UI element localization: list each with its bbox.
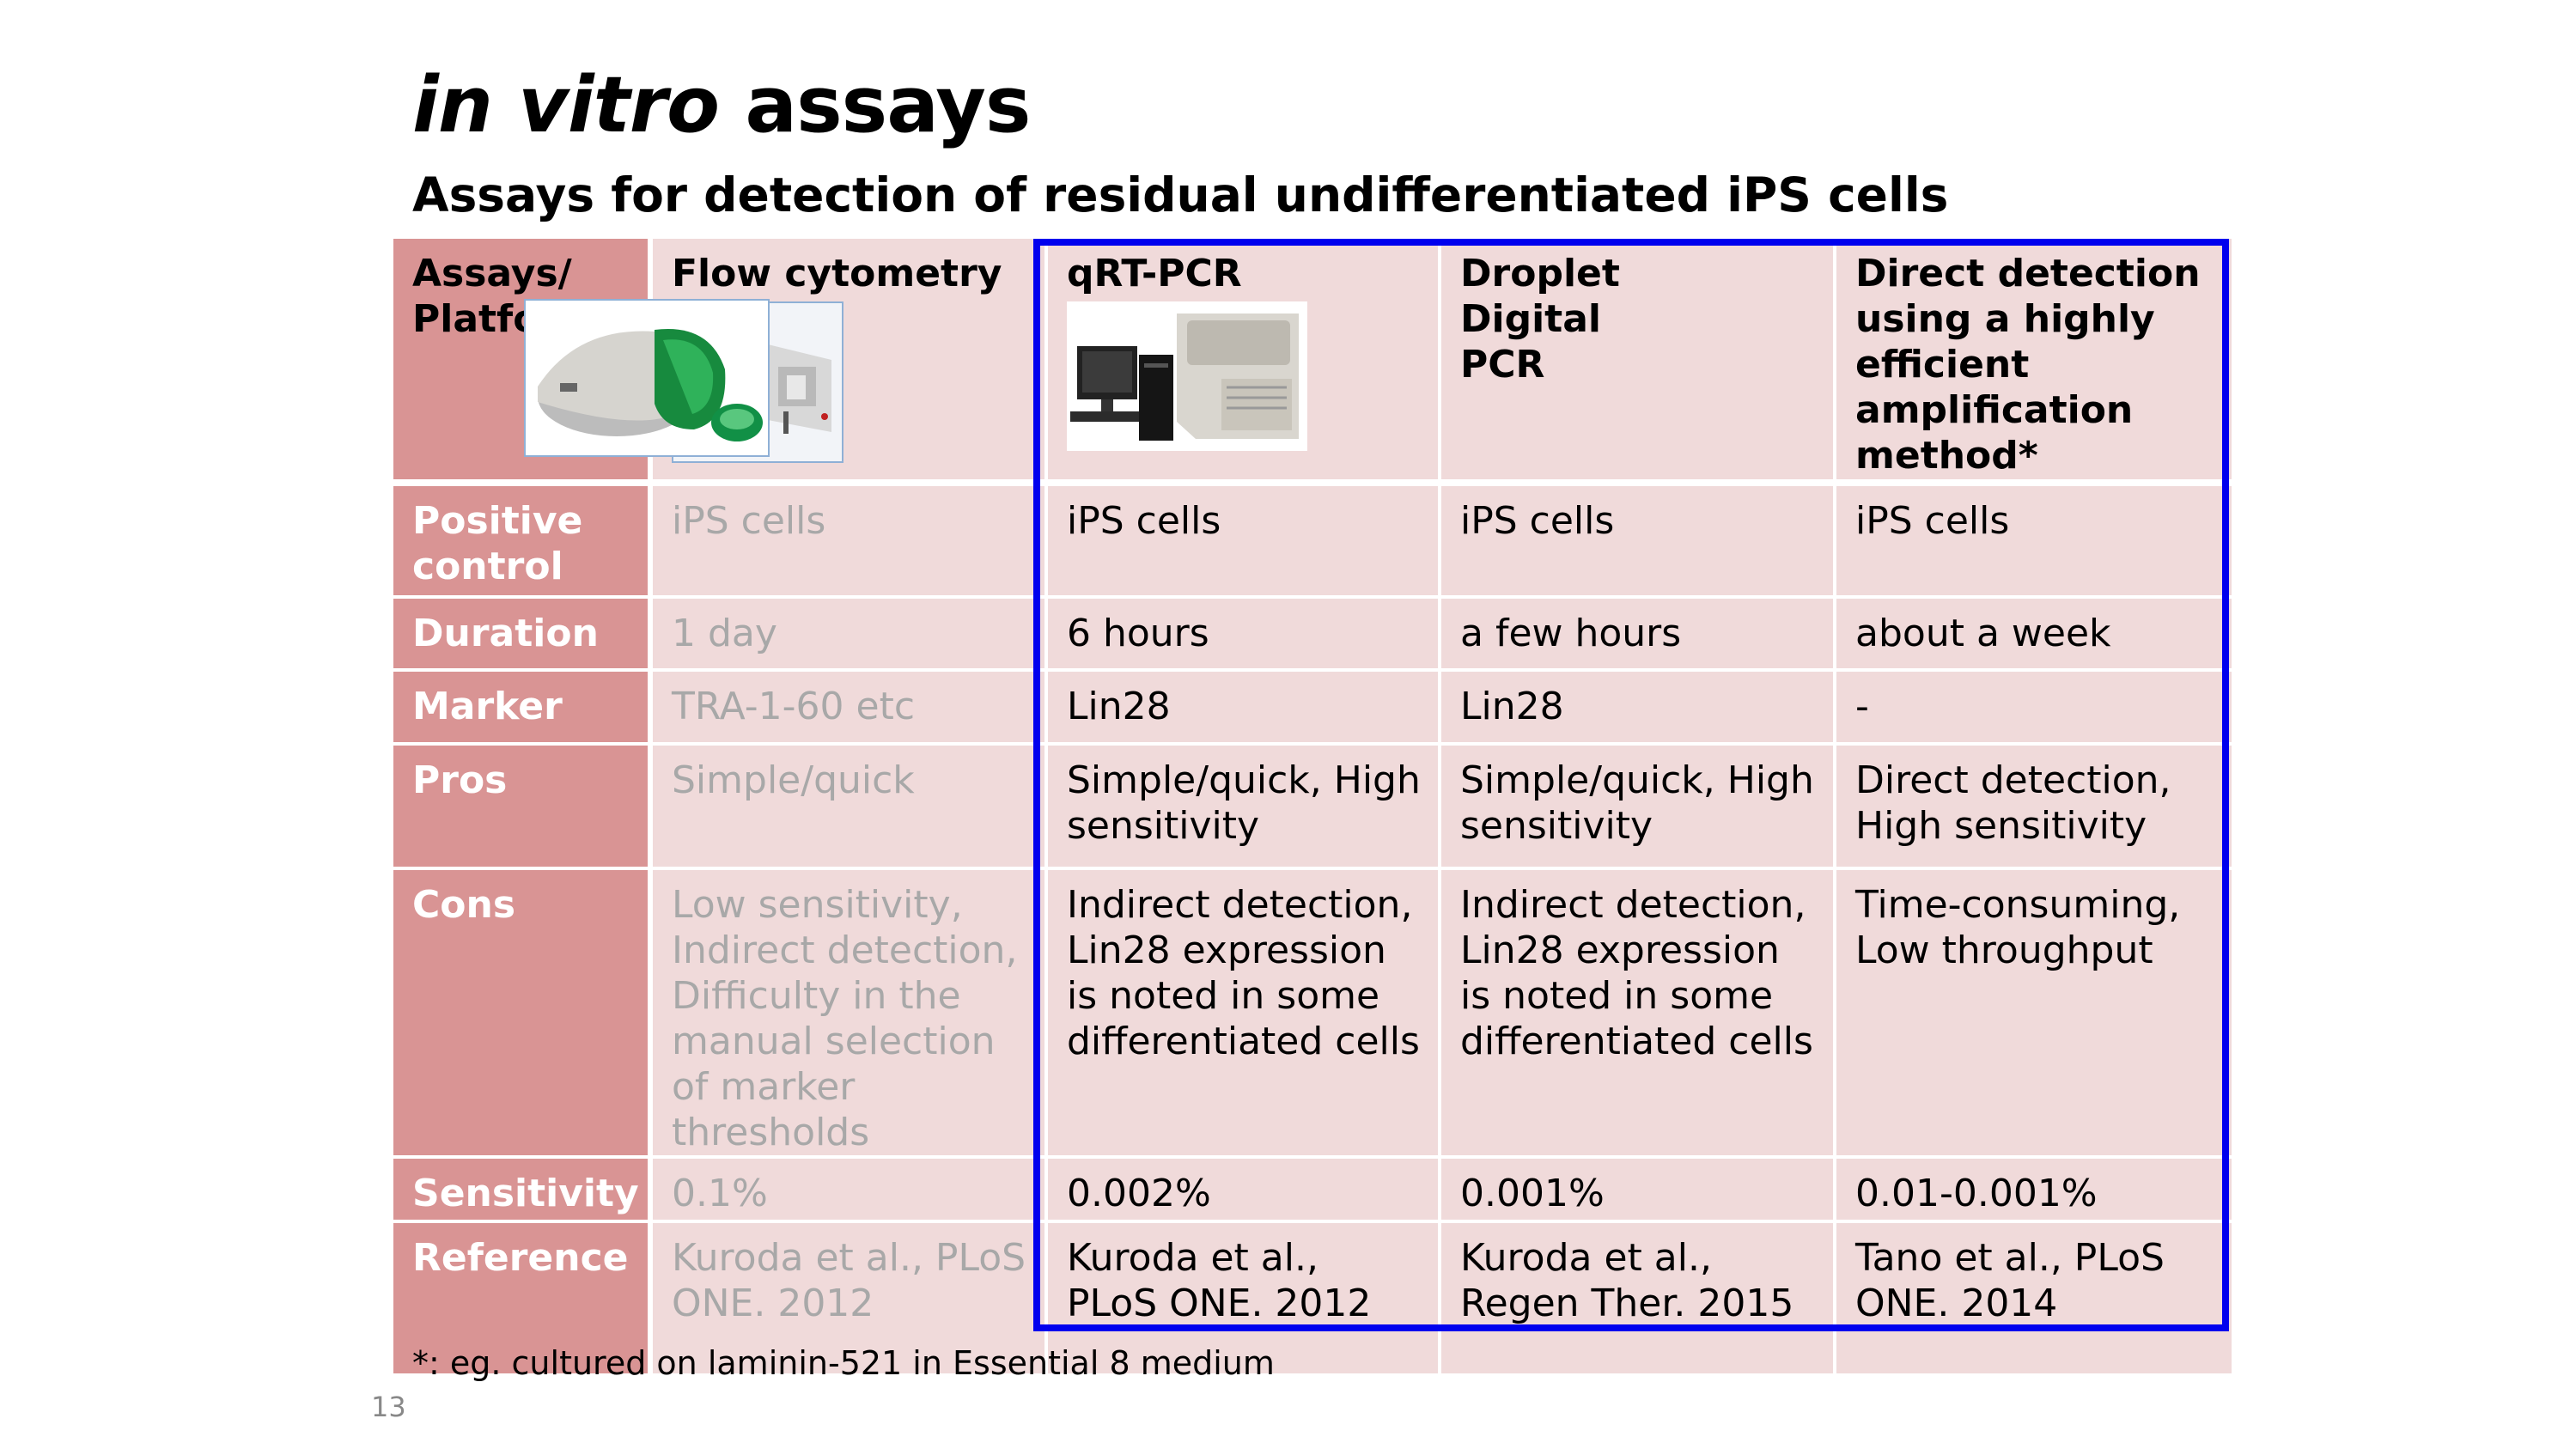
header-droplet-digital-pcr-label: Droplet Digital PCR [1460, 252, 1620, 387]
page-number: 13 [371, 1391, 406, 1423]
table-row-positive-control: Positive control iPS cells iPS cells iPS… [393, 486, 2232, 599]
header-qrt-pcr-label: qRT-PCR [1067, 252, 1242, 295]
cell-qrtpcr-duration: 6 hours [1048, 599, 1441, 672]
cell-qrtpcr-marker: Lin28 [1048, 672, 1441, 746]
cell-ddpcr-marker: Lin28 [1441, 672, 1836, 746]
table-header-row: Assays/ Platform Flow cytometry [393, 239, 2232, 486]
cell-qrtpcr-positive-control: iPS cells [1048, 486, 1441, 599]
cell-ddpcr-sensitivity: 0.001% [1441, 1159, 1836, 1223]
footnote: *: eg. cultured on laminin-521 in Essent… [412, 1344, 1275, 1382]
cell-flow-pros: Simple/quick [653, 746, 1048, 870]
cell-direct-sensitivity: 0.01-0.001% [1836, 1159, 2232, 1223]
cell-flow-reference: Kuroda et al., PLoS ONE. 2012 [653, 1223, 1048, 1373]
row-label-reference: Reference [393, 1223, 653, 1373]
cell-direct-duration: about a week [1836, 599, 2232, 672]
qpcr-instrument-icon [1067, 301, 1307, 451]
cell-ddpcr-pros: Simple/quick, High sensitivity [1441, 746, 1836, 870]
table-row-cons: Cons Low sensitivity, Indirect detection… [393, 870, 2232, 1159]
slide-title-italic: in vitro [412, 60, 720, 150]
cell-flow-sensitivity: 0.1% [653, 1159, 1048, 1223]
row-label-cons: Cons [393, 870, 653, 1159]
table-row-pros: Pros Simple/quick Simple/quick, High sen… [393, 746, 2232, 870]
slide-title: in vitro assays [412, 67, 1031, 144]
cell-ddpcr-positive-control: iPS cells [1441, 486, 1836, 599]
cell-ddpcr-cons: Indirect detection, Lin28 expression is … [1441, 870, 1836, 1159]
cell-qrtpcr-reference: Kuroda et al., PLoS ONE. 2012 [1048, 1223, 1441, 1373]
cell-direct-positive-control: iPS cells [1836, 486, 2232, 599]
header-droplet-digital-pcr: Droplet Digital PCR [524, 239, 1836, 486]
cell-qrtpcr-cons: Indirect detection, Lin28 expression is … [1048, 870, 1441, 1159]
row-label-sensitivity: Sensitivity [393, 1159, 653, 1223]
cell-flow-marker: TRA-1-60 etc [653, 672, 1048, 746]
table-row-sensitivity: Sensitivity 0.1% 0.002% 0.001% 0.01-0.00… [393, 1159, 2232, 1223]
slide-title-rest: assays [745, 60, 1031, 150]
row-label-duration: Duration [393, 599, 653, 672]
table-row-duration: Duration 1 day 6 hours a few hours about… [393, 599, 2232, 672]
cell-direct-cons: Time-consuming, Low throughput [1836, 870, 2232, 1159]
table-row-reference: Reference Kuroda et al., PLoS ONE. 2012 … [393, 1223, 2232, 1373]
cell-direct-marker: - [1836, 672, 2232, 746]
cell-direct-pros: Direct detection, High sensitivity [1836, 746, 2232, 870]
slide-subtitle: Assays for detection of residual undiffe… [412, 167, 1949, 222]
cell-flow-cons: Low sensitivity, Indirect detection, Dif… [653, 870, 1048, 1159]
cell-ddpcr-reference: Kuroda et al., Regen Ther. 2015 [1441, 1223, 1836, 1373]
header-flow-cytometry-label: Flow cytometry [672, 252, 1002, 295]
cell-ddpcr-duration: a few hours [1441, 599, 1836, 672]
assay-comparison-table: Assays/ Platform Flow cytometry [393, 239, 2232, 1373]
row-label-marker: Marker [393, 672, 653, 746]
row-label-positive-control: Positive control [393, 486, 653, 599]
table-row-marker: Marker TRA-1-60 etc Lin28 Lin28 - [393, 672, 2232, 746]
cell-qrtpcr-pros: Simple/quick, High sensitivity [1048, 746, 1441, 870]
cell-flow-duration: 1 day [653, 599, 1048, 672]
droplet-digital-pcr-icon [524, 299, 770, 457]
row-label-pros: Pros [393, 746, 653, 870]
cell-qrtpcr-sensitivity: 0.002% [1048, 1159, 1441, 1223]
cell-flow-positive-control: iPS cells [653, 486, 1048, 599]
header-direct-detection: Direct detection using a highly efficien… [1836, 239, 2232, 486]
cell-direct-reference: Tano et al., PLoS ONE. 2014 [1836, 1223, 2232, 1373]
header-qrt-pcr: qRT-PCR [1048, 239, 1441, 486]
